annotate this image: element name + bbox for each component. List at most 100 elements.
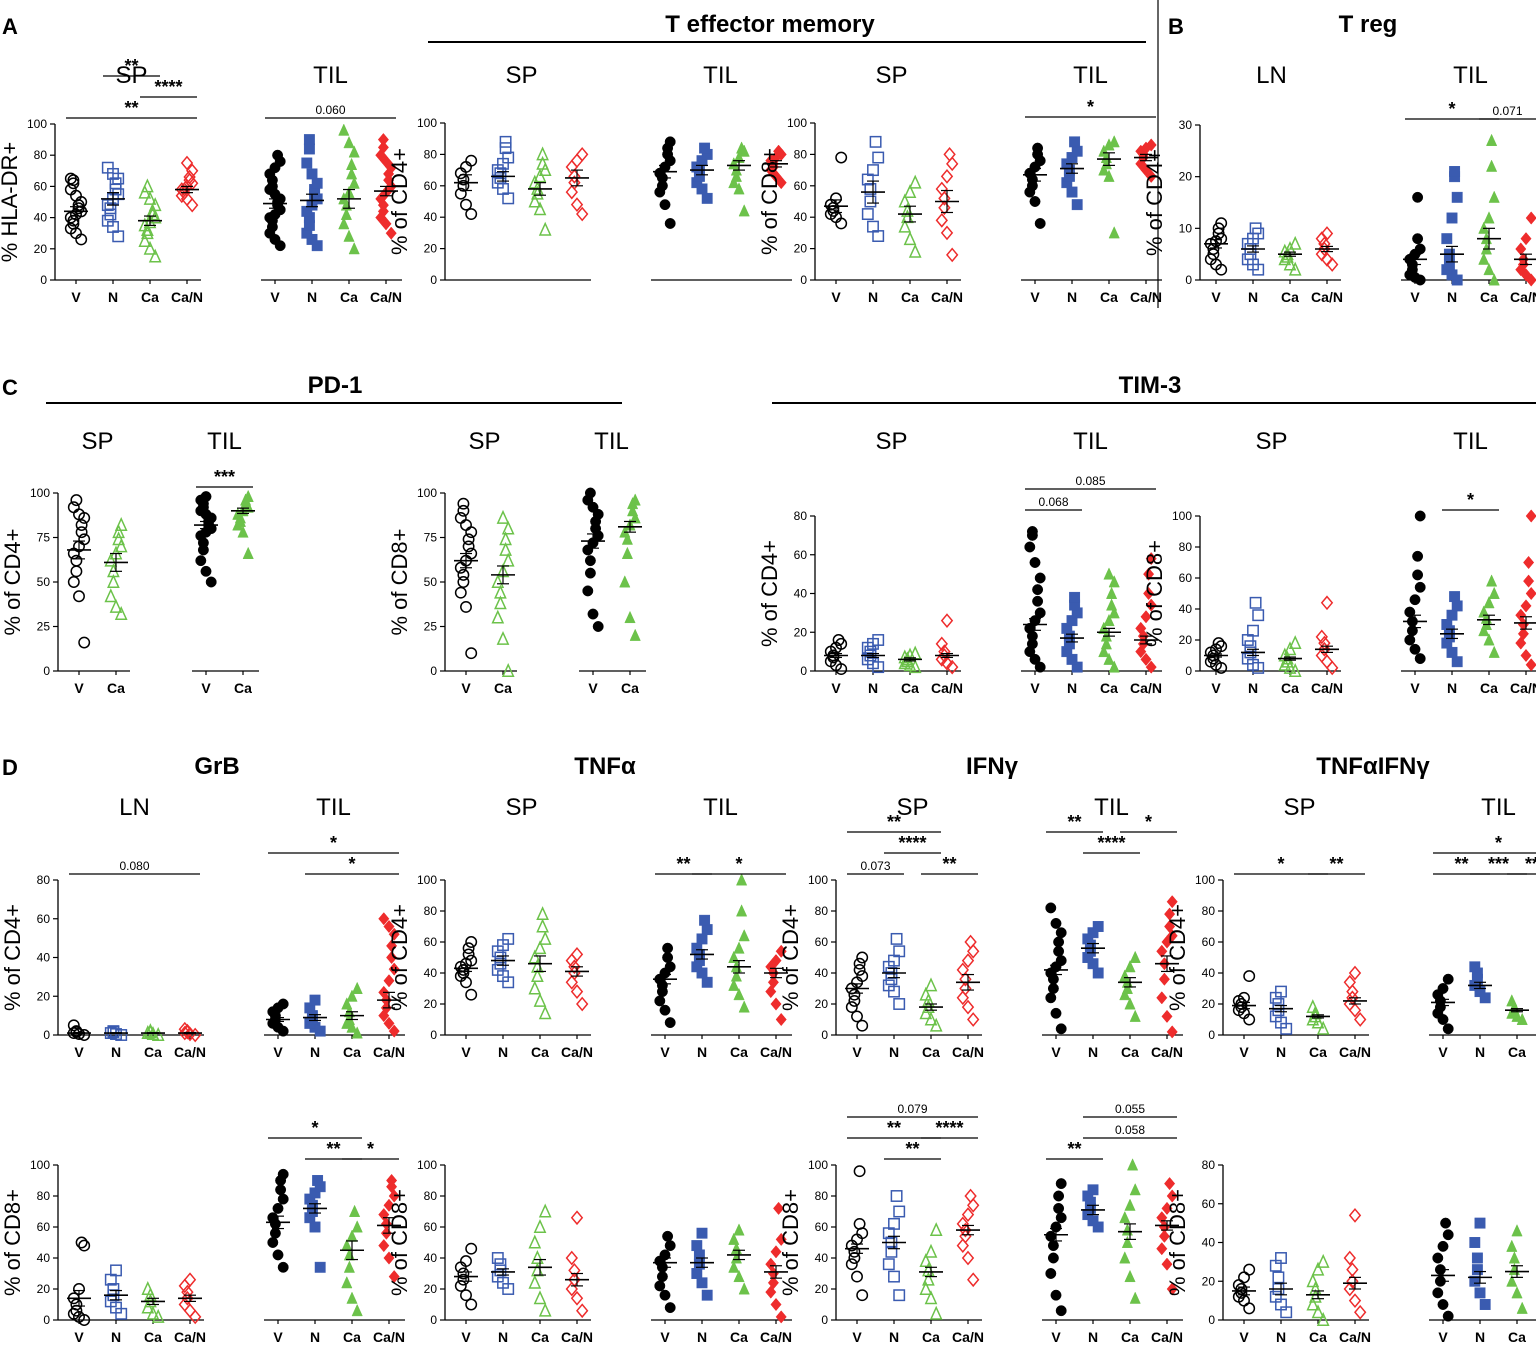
data-point xyxy=(1161,1009,1173,1023)
data-point xyxy=(1471,1264,1483,1276)
chart-b-treg: 0 10 20 30 % of CD4+ LN TIL V N Ca Ca/N V N Ca Ca/N * 0.… xyxy=(1142,62,1536,305)
data-point xyxy=(629,628,641,641)
data-point xyxy=(1348,965,1362,981)
data-point xyxy=(1050,1007,1062,1019)
data-point xyxy=(1326,660,1339,676)
significance-label: **** xyxy=(1097,833,1125,853)
x-tick-label: Ca xyxy=(1480,680,1498,696)
data-point xyxy=(178,182,191,197)
x-tick-label: V xyxy=(201,680,211,696)
data-point xyxy=(104,202,117,215)
y-tick-label: 20 xyxy=(34,242,48,256)
y-tick-label: 60 xyxy=(424,1220,438,1234)
data-point xyxy=(1071,199,1083,211)
x-tick-label: N xyxy=(889,1044,899,1060)
data-point xyxy=(67,501,80,514)
data-point xyxy=(1306,999,1320,1014)
y-axis-label: % of CD8+ xyxy=(778,1189,803,1296)
data-point xyxy=(856,970,869,983)
data-point xyxy=(383,1016,395,1030)
x-tick-label: Ca xyxy=(730,1044,748,1060)
panel-letter-b: B xyxy=(1168,14,1184,39)
y-tick-label: 40 xyxy=(794,210,808,224)
x-tick-label: V xyxy=(1410,680,1420,696)
y-tick-label: 80 xyxy=(37,1189,51,1203)
data-point xyxy=(770,954,782,968)
data-point xyxy=(1164,919,1176,934)
data-point xyxy=(351,1303,363,1317)
data-point xyxy=(738,1282,750,1295)
data-point xyxy=(180,155,194,171)
y-tick-label: 100 xyxy=(417,486,437,500)
data-point xyxy=(1511,1286,1523,1299)
data-point xyxy=(848,994,861,1007)
x-tick-label: N xyxy=(498,1329,508,1345)
data-point xyxy=(1119,987,1131,1001)
data-point xyxy=(1145,138,1157,152)
y-tick-label: 20 xyxy=(1202,997,1216,1011)
data-point xyxy=(1412,569,1424,581)
y-axis-label: % HLA-DR+ xyxy=(0,142,22,262)
data-point xyxy=(1437,1299,1449,1310)
x-tick-label: Ca xyxy=(340,289,358,305)
data-point xyxy=(935,212,948,228)
x-tick-label: N xyxy=(310,1329,320,1345)
data-point xyxy=(1119,1251,1131,1264)
significance-label: * xyxy=(1277,854,1284,874)
chart-a-tem-cd8: 0 20 40 60 80 100 % of CD8+ SP TIL V N Ca Ca/N V N Ca Ca… xyxy=(757,62,1162,305)
x-tick-label: V xyxy=(461,680,471,696)
x-tick-label: N xyxy=(1475,1044,1485,1060)
data-point xyxy=(627,503,639,517)
data-point xyxy=(767,975,779,989)
x-tick-label: Ca xyxy=(343,1044,361,1060)
data-point xyxy=(1119,969,1131,982)
significance-label: **** xyxy=(898,833,926,853)
data-point xyxy=(1124,997,1136,1010)
data-point xyxy=(1288,635,1302,650)
data-point xyxy=(1520,648,1532,663)
data-point xyxy=(78,636,91,649)
data-point xyxy=(664,961,676,973)
y-tick-label: 80 xyxy=(34,148,48,162)
data-point xyxy=(770,1297,782,1312)
data-point xyxy=(1288,235,1302,250)
y-tick-label: 0 xyxy=(43,1028,50,1042)
data-point xyxy=(1446,646,1458,658)
data-point xyxy=(919,1280,933,1295)
chart-c-tim3-cd4: 0 20 40 60 80 % of CD4+ SP TIL V N Ca Ca/N V N Ca Ca/N 0… xyxy=(757,428,1162,696)
data-point xyxy=(662,942,674,954)
data-point xyxy=(696,933,708,945)
section-title-tem: T effector memory xyxy=(665,11,875,38)
y-tick-label: 100 xyxy=(1172,509,1192,523)
data-point xyxy=(73,590,85,603)
data-point xyxy=(964,1188,977,1204)
y-axis-label: % of CD4+ xyxy=(387,148,412,255)
y-tick-label: 0 xyxy=(430,1313,437,1327)
data-point xyxy=(845,1258,858,1271)
y-tick-label: 25 xyxy=(424,620,438,634)
group-label: TIL xyxy=(1453,62,1488,89)
data-point xyxy=(835,151,848,164)
data-point xyxy=(538,1005,552,1020)
data-point xyxy=(592,621,604,632)
data-point xyxy=(848,1245,861,1258)
data-point xyxy=(454,187,467,200)
x-tick-label: V xyxy=(1410,289,1420,305)
y-tick-label: 20 xyxy=(424,242,438,256)
data-point xyxy=(1034,572,1046,584)
data-point xyxy=(701,976,713,988)
y-tick-label: 20 xyxy=(1179,633,1193,647)
significance-label: ** xyxy=(1454,854,1468,874)
data-point xyxy=(1343,974,1356,990)
data-point xyxy=(144,1023,157,1038)
x-tick-label: Ca xyxy=(1480,289,1498,305)
x-tick-label: V xyxy=(1211,680,1221,696)
data-point xyxy=(1161,1257,1173,1271)
data-point xyxy=(1315,629,1328,645)
x-tick-label: N xyxy=(1475,1329,1485,1345)
chart-d-ifn-cd4: 0 20 40 60 80 100 % of CD4+ SP TIL V N Ca Ca/N V N Ca Ca… xyxy=(778,794,1183,1060)
significance-label: ** xyxy=(124,56,138,76)
x-tick-label: Ca/N xyxy=(760,1329,792,1345)
data-point xyxy=(1346,1273,1359,1289)
